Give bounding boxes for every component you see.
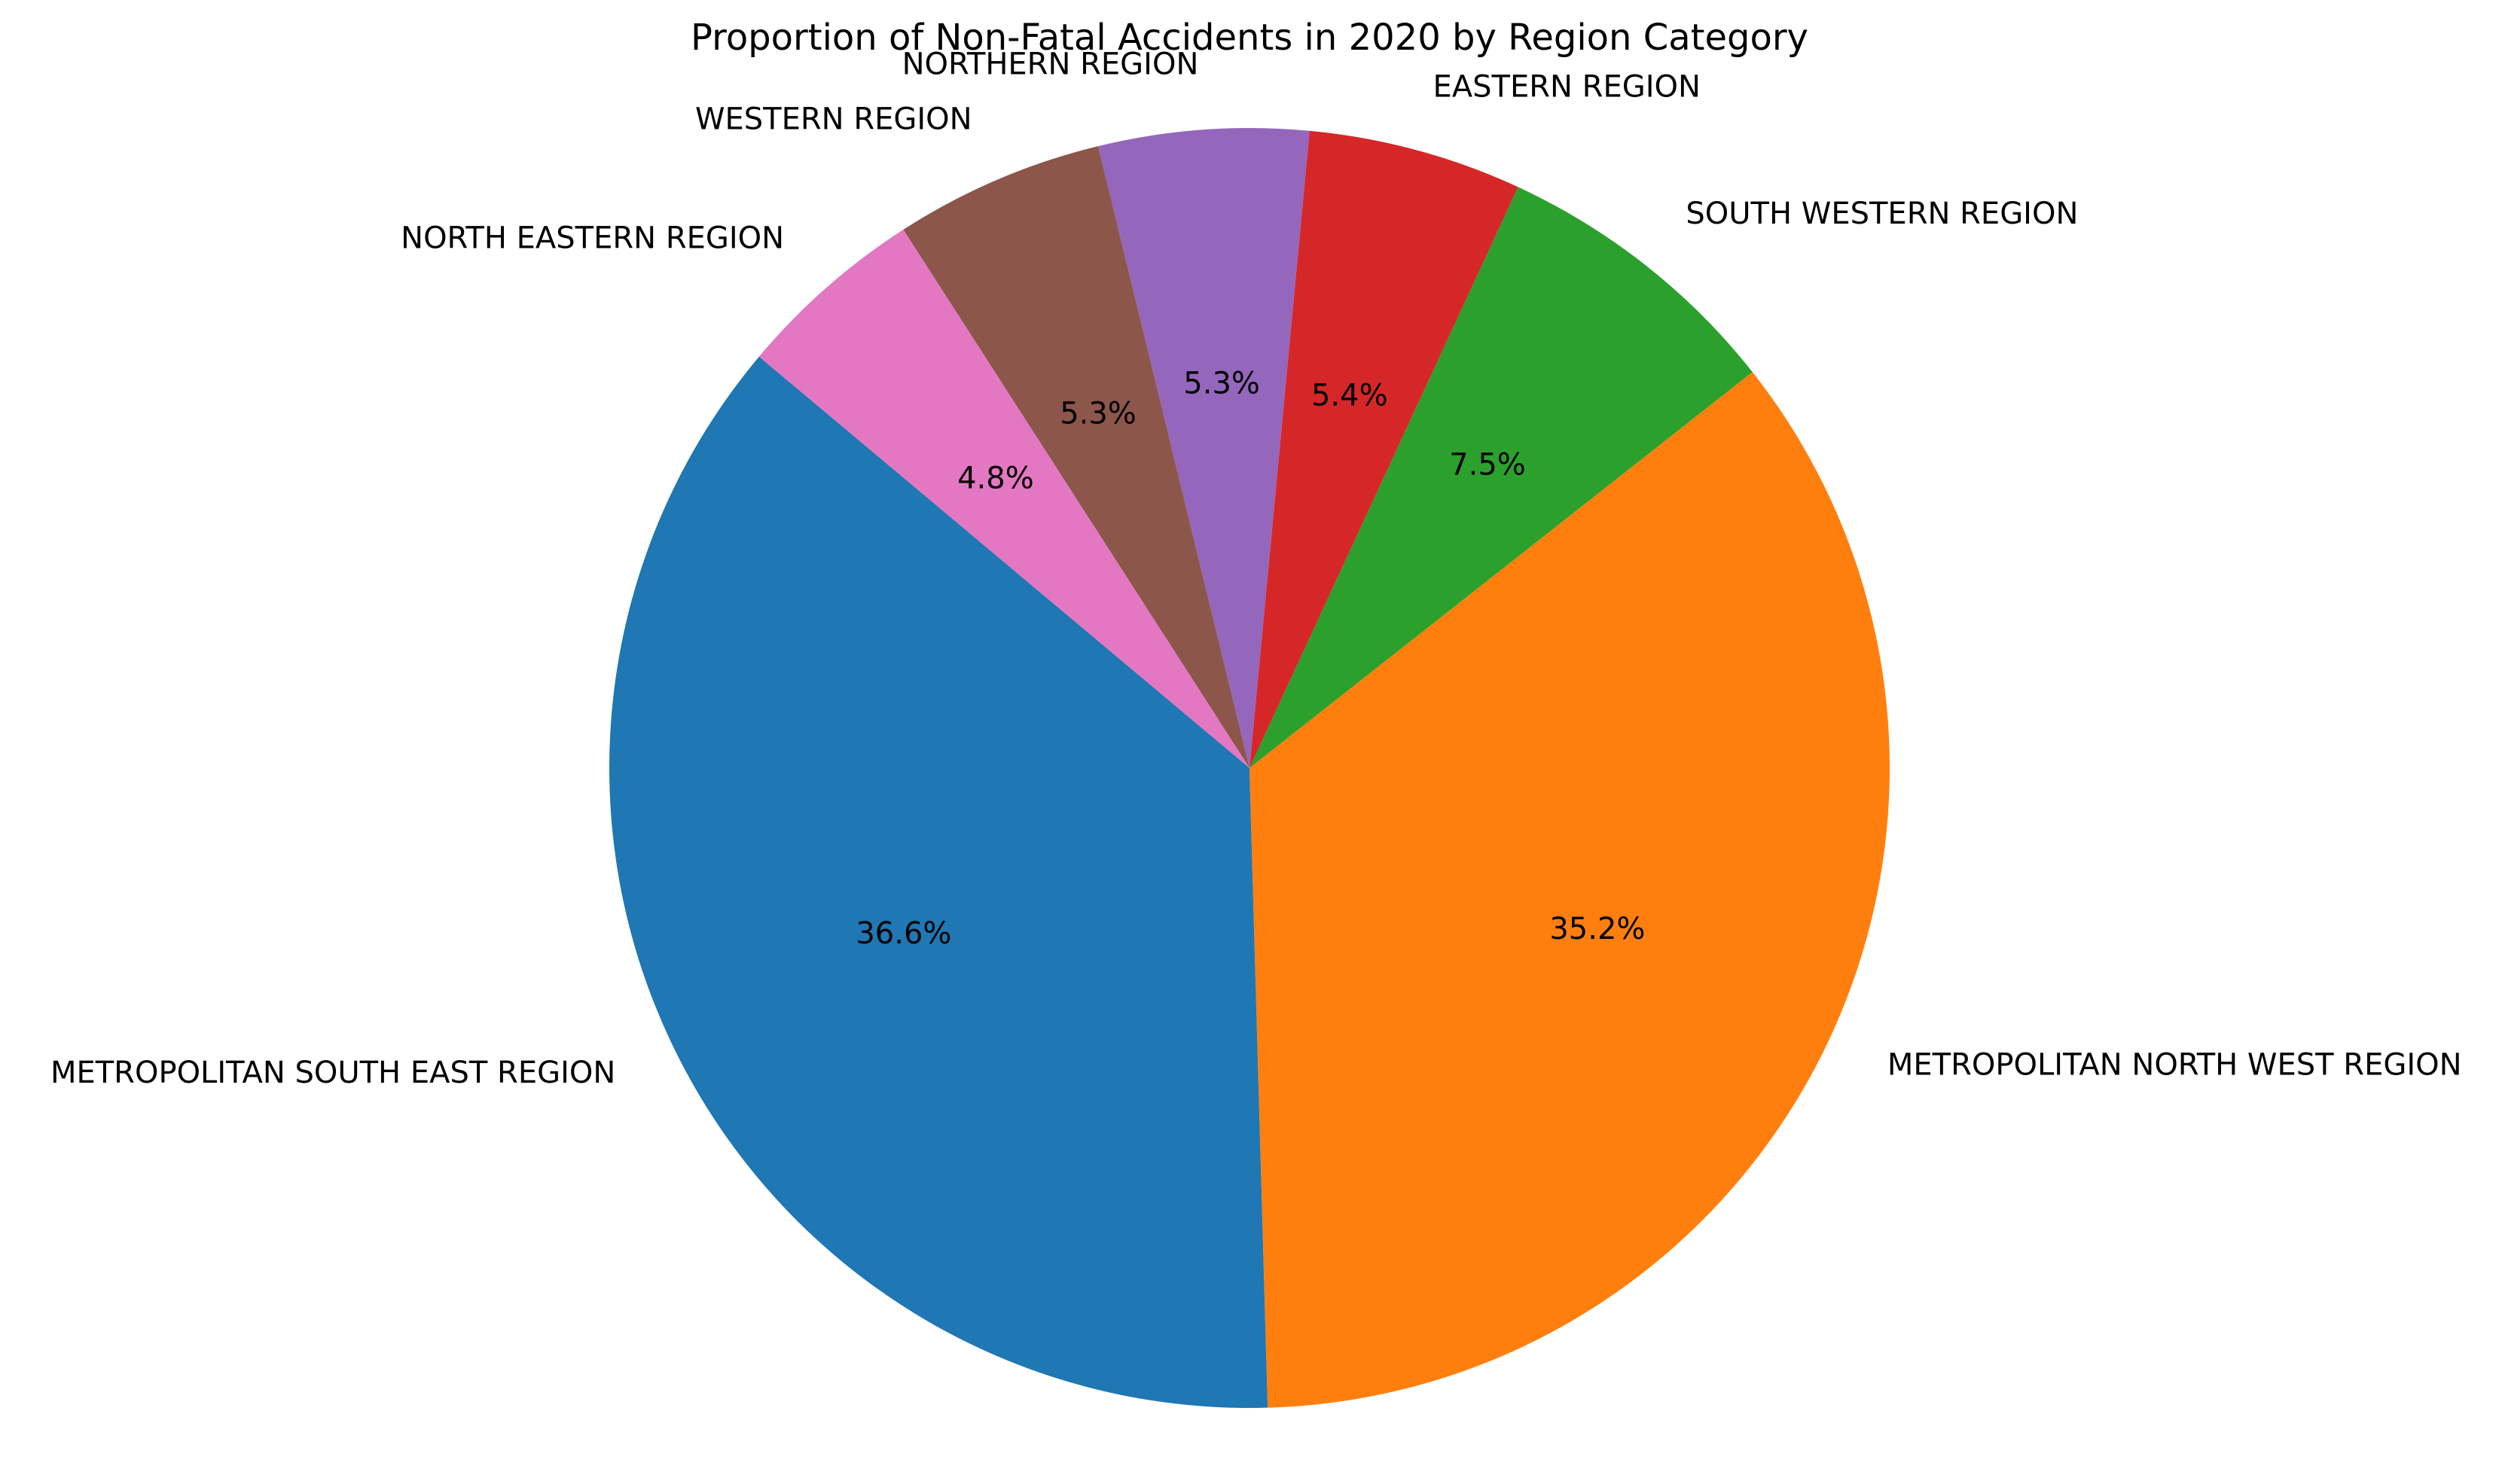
slice-percentage: 7.5%: [1449, 448, 1526, 483]
pie-slices: [609, 127, 1890, 1409]
slice-label: METROPOLITAN SOUTH EAST REGION: [50, 1056, 615, 1090]
chart-title: Proportion of Non-Fatal Accidents in 202…: [691, 17, 1808, 59]
pie-slice: [1250, 187, 1753, 769]
slice-percentage: 5.4%: [1311, 379, 1388, 413]
slice-labels: METROPOLITAN SOUTH EAST REGION METROPOLIT…: [50, 47, 2462, 1090]
slice-percentage: 5.3%: [1183, 366, 1260, 401]
slice-label: SOUTH WESTERN REGION: [1686, 197, 2078, 231]
pie-slice: [903, 146, 1250, 769]
slice-label: NORTHERN REGION: [902, 47, 1199, 81]
slice-label: NORTH EASTERN REGION: [401, 221, 784, 255]
slice-percentage: 36.6%: [856, 916, 951, 951]
pie-slice: [758, 230, 1250, 768]
pie-slice: [1250, 372, 1890, 1408]
percentage-labels: 36.6% 35.2% 7.5% 5.4% 5.3% 5.3% 4.8%: [856, 366, 1645, 951]
slice-label: METROPOLITAN NORTH WEST REGION: [1887, 1047, 2462, 1082]
slice-percentage: 5.3%: [1060, 396, 1137, 431]
pie-slice: [609, 356, 1268, 1409]
slice-label: EASTERN REGION: [1433, 69, 1701, 104]
slice-label: WESTERN REGION: [695, 102, 972, 137]
pie-slice: [1250, 130, 1518, 768]
slice-percentage: 4.8%: [957, 461, 1034, 495]
slice-percentage: 35.2%: [1549, 912, 1645, 946]
pie-slice: [1098, 127, 1310, 768]
